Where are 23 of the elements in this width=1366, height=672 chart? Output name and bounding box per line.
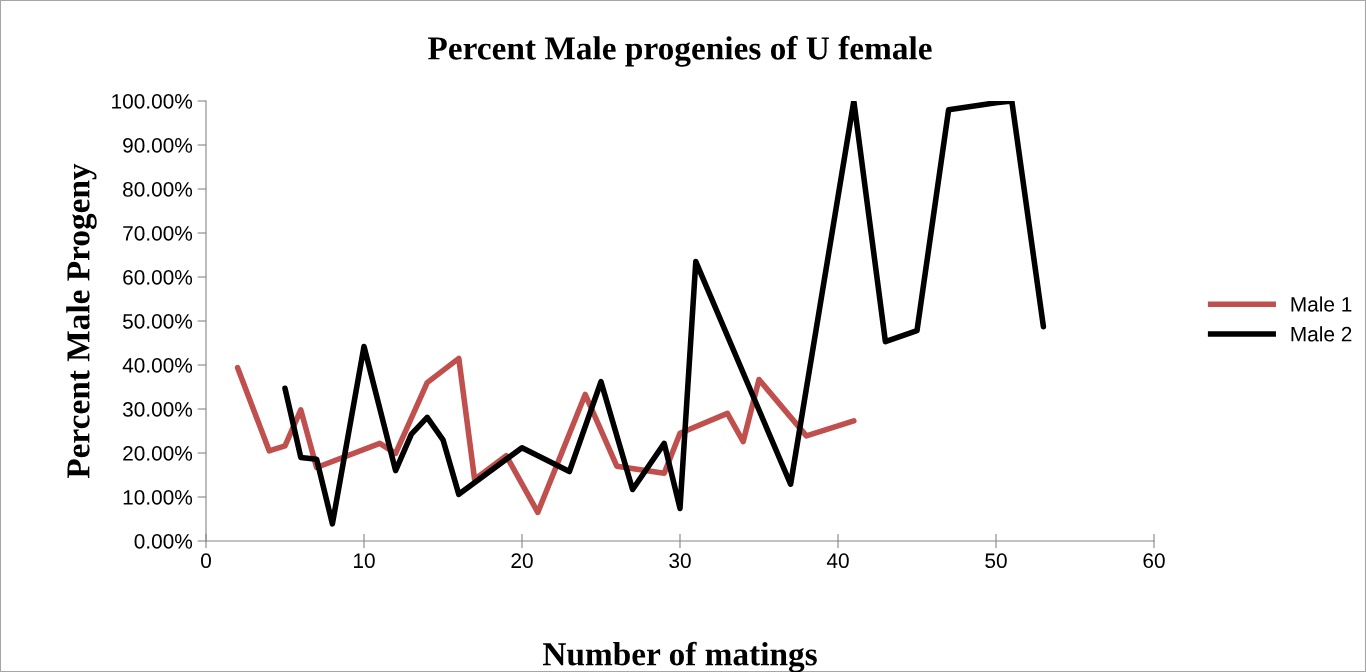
legend-label: Male 2 <box>1291 326 1352 342</box>
y-tick-label: 10.00% <box>123 490 193 505</box>
legend-label: Male 1 <box>1291 296 1352 312</box>
x-tick-label: 40 <box>826 553 849 569</box>
y-tick-label: 100.00% <box>112 94 193 109</box>
y-tick-label: 80.00% <box>123 182 193 197</box>
y-tick-label: 20.00% <box>123 446 193 461</box>
x-tick-label: 10 <box>354 553 375 569</box>
y-tick-label: 50.00% <box>122 314 193 329</box>
y-axis-title: Percent Male Progeny <box>66 163 97 479</box>
x-tick-label: 60 <box>1143 553 1165 569</box>
y-tick-label: 40.00% <box>122 358 193 373</box>
y-tick-label: 90.00% <box>123 138 193 153</box>
x-tick-label: 0 <box>201 553 211 569</box>
y-tick-label: 60.00% <box>123 270 193 285</box>
chart-title: Percent Male progenies of U female <box>428 35 932 67</box>
y-tick-label: 30.00% <box>122 402 193 417</box>
y-tick-label: 0.00% <box>134 534 193 549</box>
x-tick-label: 30 <box>669 553 691 569</box>
x-axis-title: Number of matings <box>542 641 817 672</box>
x-tick-label: 50 <box>985 553 1007 569</box>
x-tick-label: 20 <box>511 553 533 569</box>
y-tick-label: 70.00% <box>123 226 193 241</box>
